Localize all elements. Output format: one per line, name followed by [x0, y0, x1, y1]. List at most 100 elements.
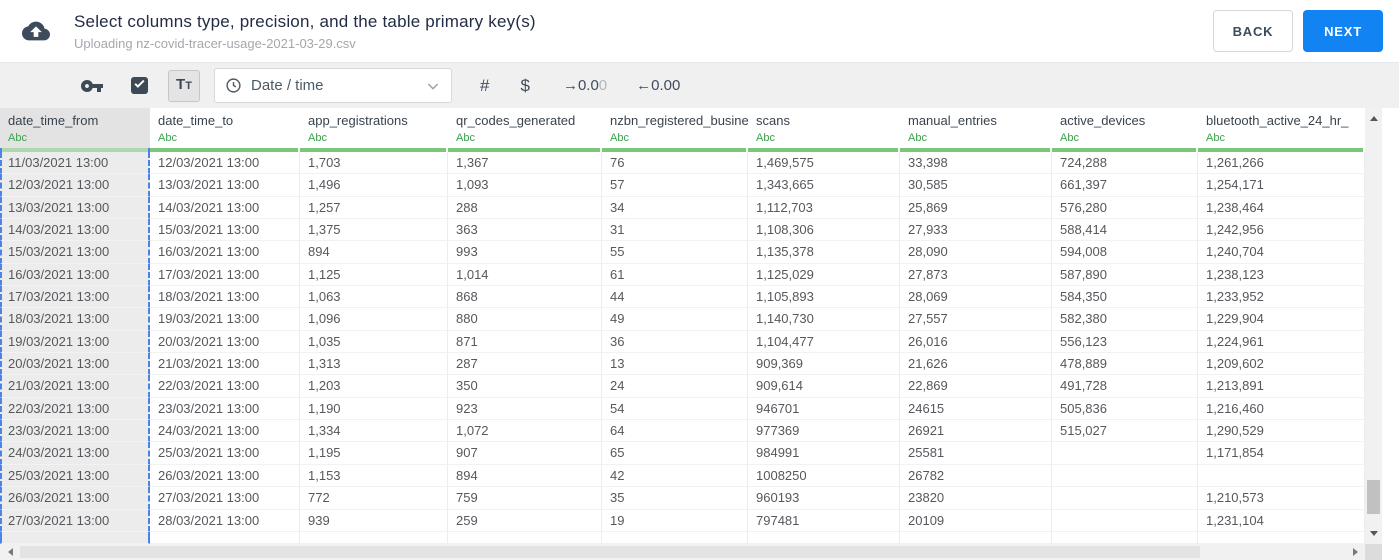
column-header-nzbn_registered_busine[interactable]: nzbn_registered_busine Abc — [602, 108, 748, 152]
table-cell[interactable]: 19/03/2021 13:00 — [150, 308, 300, 331]
table-cell[interactable]: 907 — [448, 442, 602, 465]
table-cell[interactable]: 26,016 — [900, 330, 1052, 354]
table-cell[interactable]: 13 — [602, 353, 748, 376]
table-cell[interactable] — [900, 531, 1052, 544]
table-cell[interactable]: 21,626 — [900, 353, 1052, 376]
back-button[interactable]: BACK — [1213, 10, 1293, 52]
table-cell[interactable]: 1,063 — [300, 286, 448, 309]
table-cell[interactable]: 42 — [602, 464, 748, 488]
table-cell[interactable]: 1,140,730 — [748, 308, 900, 331]
table-cell[interactable]: 1,213,891 — [1198, 375, 1365, 398]
table-cell[interactable]: 1,231,104 — [1198, 509, 1365, 532]
table-cell[interactable]: 24615 — [900, 397, 1052, 421]
table-cell[interactable]: 26/03/2021 13:00 — [150, 464, 300, 488]
select-all-checkbox[interactable] — [131, 77, 148, 94]
table-cell[interactable]: 22/03/2021 13:00 — [150, 375, 300, 398]
table-cell[interactable]: 61 — [602, 263, 748, 287]
table-cell[interactable]: 36 — [602, 330, 748, 354]
table-cell[interactable]: 588,414 — [1052, 219, 1198, 242]
table-cell[interactable]: 23/03/2021 13:00 — [0, 420, 150, 443]
table-cell[interactable]: 1,233,952 — [1198, 286, 1365, 309]
table-cell[interactable]: 22,869 — [900, 375, 1052, 398]
table-cell[interactable]: 25/03/2021 13:00 — [150, 442, 300, 465]
table-cell[interactable]: 1,469,575 — [748, 152, 900, 175]
table-cell[interactable]: 797481 — [748, 509, 900, 532]
table-cell[interactable]: 556,123 — [1052, 330, 1198, 354]
table-cell[interactable]: 1,125 — [300, 263, 448, 287]
currency-type-button[interactable]: $ — [520, 75, 530, 95]
table-cell[interactable]: 25581 — [900, 442, 1052, 465]
table-cell[interactable]: 18/03/2021 13:00 — [150, 286, 300, 309]
table-cell[interactable]: 20/03/2021 13:00 — [0, 353, 150, 376]
table-cell[interactable]: 23820 — [900, 487, 1052, 510]
scroll-up-button[interactable] — [1365, 110, 1382, 127]
table-cell[interactable]: 17/03/2021 13:00 — [150, 263, 300, 287]
table-cell[interactable]: 1,096 — [300, 308, 448, 331]
table-cell[interactable]: 515,027 — [1052, 420, 1198, 443]
table-cell[interactable]: 1,224,961 — [1198, 330, 1365, 354]
table-cell[interactable]: 26782 — [900, 464, 1052, 488]
table-cell[interactable]: 287 — [448, 353, 602, 376]
table-cell[interactable]: 13/03/2021 13:00 — [0, 196, 150, 220]
table-cell[interactable]: 28,069 — [900, 286, 1052, 309]
table-cell[interactable]: 1,257 — [300, 196, 448, 220]
table-cell[interactable]: 350 — [448, 375, 602, 398]
table-cell[interactable]: 993 — [448, 241, 602, 264]
table-cell[interactable]: 946701 — [748, 397, 900, 421]
table-cell[interactable]: 22/03/2021 13:00 — [0, 397, 150, 421]
numeric-type-button[interactable]: # — [480, 75, 490, 95]
table-cell[interactable]: 259 — [448, 509, 602, 532]
table-cell[interactable] — [1052, 464, 1198, 488]
table-cell[interactable]: 12/03/2021 13:00 — [0, 174, 150, 197]
table-cell[interactable]: 478,889 — [1052, 353, 1198, 376]
table-cell[interactable]: 1,313 — [300, 353, 448, 376]
table-cell[interactable]: 1,254,171 — [1198, 174, 1365, 197]
table-cell[interactable]: 1008250 — [748, 464, 900, 488]
table-cell[interactable]: 1,190 — [300, 397, 448, 421]
table-cell[interactable]: 939 — [300, 509, 448, 532]
table-cell[interactable]: 24/03/2021 13:00 — [150, 420, 300, 443]
table-cell[interactable] — [0, 531, 150, 544]
table-cell[interactable]: 13/03/2021 13:00 — [150, 174, 300, 197]
column-header-date_time_from[interactable]: date_time_from Abc — [0, 108, 150, 152]
table-cell[interactable]: 44 — [602, 286, 748, 309]
table-cell[interactable]: 1,105,893 — [748, 286, 900, 309]
table-cell[interactable] — [1198, 531, 1365, 544]
table-cell[interactable]: 54 — [602, 397, 748, 421]
table-cell[interactable]: 27/03/2021 13:00 — [150, 487, 300, 510]
table-cell[interactable]: 1,035 — [300, 330, 448, 354]
table-cell[interactable]: 909,614 — [748, 375, 900, 398]
table-cell[interactable]: 20109 — [900, 509, 1052, 532]
column-header-active_devices[interactable]: active_devices Abc — [1052, 108, 1198, 152]
table-cell[interactable]: 894 — [300, 241, 448, 264]
table-cell[interactable]: 26/03/2021 13:00 — [0, 487, 150, 510]
table-cell[interactable] — [1052, 487, 1198, 510]
column-header-app_registrations[interactable]: app_registrations Abc — [300, 108, 448, 152]
table-cell[interactable]: 12/03/2021 13:00 — [150, 152, 300, 175]
table-cell[interactable]: 23/03/2021 13:00 — [150, 397, 300, 421]
decrease-decimal-button[interactable]: ←0.00 — [636, 77, 681, 94]
table-cell[interactable]: 65 — [602, 442, 748, 465]
horizontal-scroll-thumb[interactable] — [20, 546, 1200, 558]
table-cell[interactable]: 582,380 — [1052, 308, 1198, 331]
table-cell[interactable]: 1,072 — [448, 420, 602, 443]
table-cell[interactable]: 1,210,573 — [1198, 487, 1365, 510]
table-cell[interactable]: 18/03/2021 13:00 — [0, 308, 150, 331]
table-cell[interactable]: 1,014 — [448, 263, 602, 287]
table-cell[interactable]: 759 — [448, 487, 602, 510]
table-cell[interactable]: 25,869 — [900, 196, 1052, 220]
table-cell[interactable]: 288 — [448, 196, 602, 220]
table-cell[interactable] — [1052, 509, 1198, 532]
table-cell[interactable]: 11/03/2021 13:00 — [0, 152, 150, 175]
table-cell[interactable]: 984991 — [748, 442, 900, 465]
table-cell[interactable]: 594,008 — [1052, 241, 1198, 264]
table-cell[interactable]: 28,090 — [900, 241, 1052, 264]
table-cell[interactable]: 505,836 — [1052, 397, 1198, 421]
table-cell[interactable]: 1,375 — [300, 219, 448, 242]
table-cell[interactable]: 28/03/2021 13:00 — [150, 509, 300, 532]
table-cell[interactable]: 15/03/2021 13:00 — [150, 219, 300, 242]
table-cell[interactable]: 76 — [602, 152, 748, 175]
table-cell[interactable]: 909,369 — [748, 353, 900, 376]
table-cell[interactable]: 1,093 — [448, 174, 602, 197]
column-header-manual_entries[interactable]: manual_entries Abc — [900, 108, 1052, 152]
